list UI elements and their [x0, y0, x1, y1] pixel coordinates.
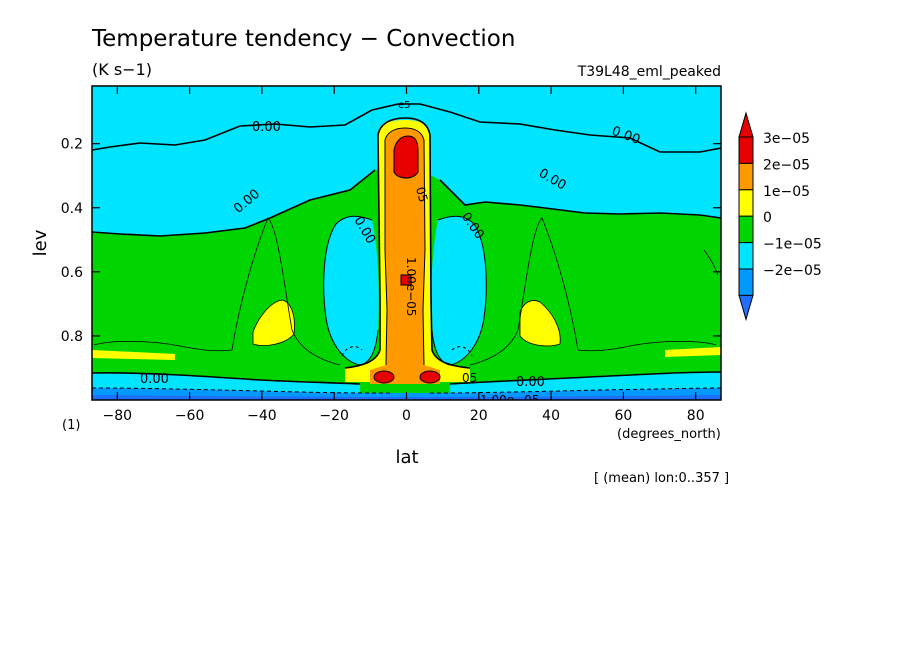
contour-label-positive-surface: 1.00e−05 — [480, 393, 539, 407]
x-tick-label: −80 — [103, 408, 133, 424]
band-negative-mid-left — [92, 110, 375, 236]
legend-swatch — [738, 215, 754, 244]
y-tick-label: 0.2 — [61, 137, 83, 153]
band-negative-lobe-right — [431, 216, 487, 365]
contour-lines — [92, 103, 721, 394]
legend-label: −1e−05 — [763, 237, 822, 253]
legend-swatch — [738, 242, 754, 270]
contour-label-positive-upper: 05 — [413, 185, 430, 203]
contour-label-top: e5 — [398, 100, 411, 111]
x-tick-label: 60 — [614, 408, 632, 424]
x-tick-label: 20 — [470, 408, 488, 424]
experiment-label: T39L48_eml_peaked — [577, 64, 721, 80]
legend-label: 3e−05 — [763, 131, 810, 147]
contour-label-positive-column: 1.00e−05 — [404, 257, 418, 316]
x-tick-label: 0 — [402, 408, 411, 424]
contour-label-zero-upper-left: 0.00 — [252, 120, 281, 135]
x-tick-label: 40 — [542, 408, 560, 424]
legend-arrow-bottom — [738, 294, 754, 322]
legend-label: 2e−05 — [763, 157, 810, 173]
legend-label: −2e−05 — [763, 263, 822, 279]
legend-swatch — [738, 189, 754, 217]
band-negative-lobe-left — [323, 216, 379, 365]
band-1e-05-patch-left — [253, 300, 295, 346]
band-3e-05-core-upper — [394, 136, 418, 178]
legend-arrow-top — [738, 111, 754, 138]
band-negative-mid-right — [420, 104, 721, 218]
legend-swatch — [738, 162, 754, 191]
chart-units: (K s−1) — [92, 60, 152, 79]
band-3e-05-core-mid — [401, 275, 411, 285]
x-tick-label: −20 — [319, 408, 349, 424]
band-1e-05-strip-right — [665, 347, 721, 357]
contour-label-zero-surface-left: 0.00 — [140, 372, 169, 387]
legend-label: 0 — [763, 210, 772, 226]
y-axis-label: lev — [30, 229, 51, 256]
band-2e-05-column — [370, 128, 440, 384]
x-units-label: (degrees_north) — [617, 427, 721, 442]
x-tick-label: 80 — [687, 408, 705, 424]
x-tick-label: −40 — [247, 408, 277, 424]
y-units-label: (1) — [62, 418, 80, 433]
contour-plot-area: 0.00 0.00 0.00 0.00 0.00 0.00 0.00 0.00 … — [92, 86, 721, 407]
band-negative-upper — [92, 86, 721, 152]
band-1e-05-patch-right — [520, 300, 561, 346]
color-legend: 3e−05 2e−05 1e−05 0 −1e−05 −2e−05 — [738, 111, 822, 322]
y-tick-label: 0.6 — [61, 265, 83, 281]
band-3e-05-core-low-left — [374, 371, 394, 383]
x-tick-label: −60 — [175, 408, 205, 424]
legend-swatch — [738, 136, 754, 164]
chart-title: Temperature tendency − Convection — [91, 26, 515, 52]
band-3e-05-core-low-right — [420, 371, 440, 383]
y-axis: 0.2 0.4 0.6 0.8 — [61, 137, 721, 345]
legend-label: 1e−05 — [763, 184, 810, 200]
legend-swatch — [738, 268, 754, 296]
contour-label-zero-surface-right: 0.00 — [516, 375, 545, 390]
x-axis-label: lat — [395, 447, 418, 468]
band-1e-05-strip-left — [92, 350, 175, 360]
contour-label-positive-low-right: 05 — [462, 371, 477, 385]
y-tick-label: 0.4 — [61, 201, 83, 217]
x-axis: −80 −60 −40 −20 0 20 40 60 80 — [103, 86, 705, 424]
y-tick-label: 0.8 — [61, 329, 83, 345]
footnote: [ (mean) lon:0..357 ] — [594, 471, 729, 486]
